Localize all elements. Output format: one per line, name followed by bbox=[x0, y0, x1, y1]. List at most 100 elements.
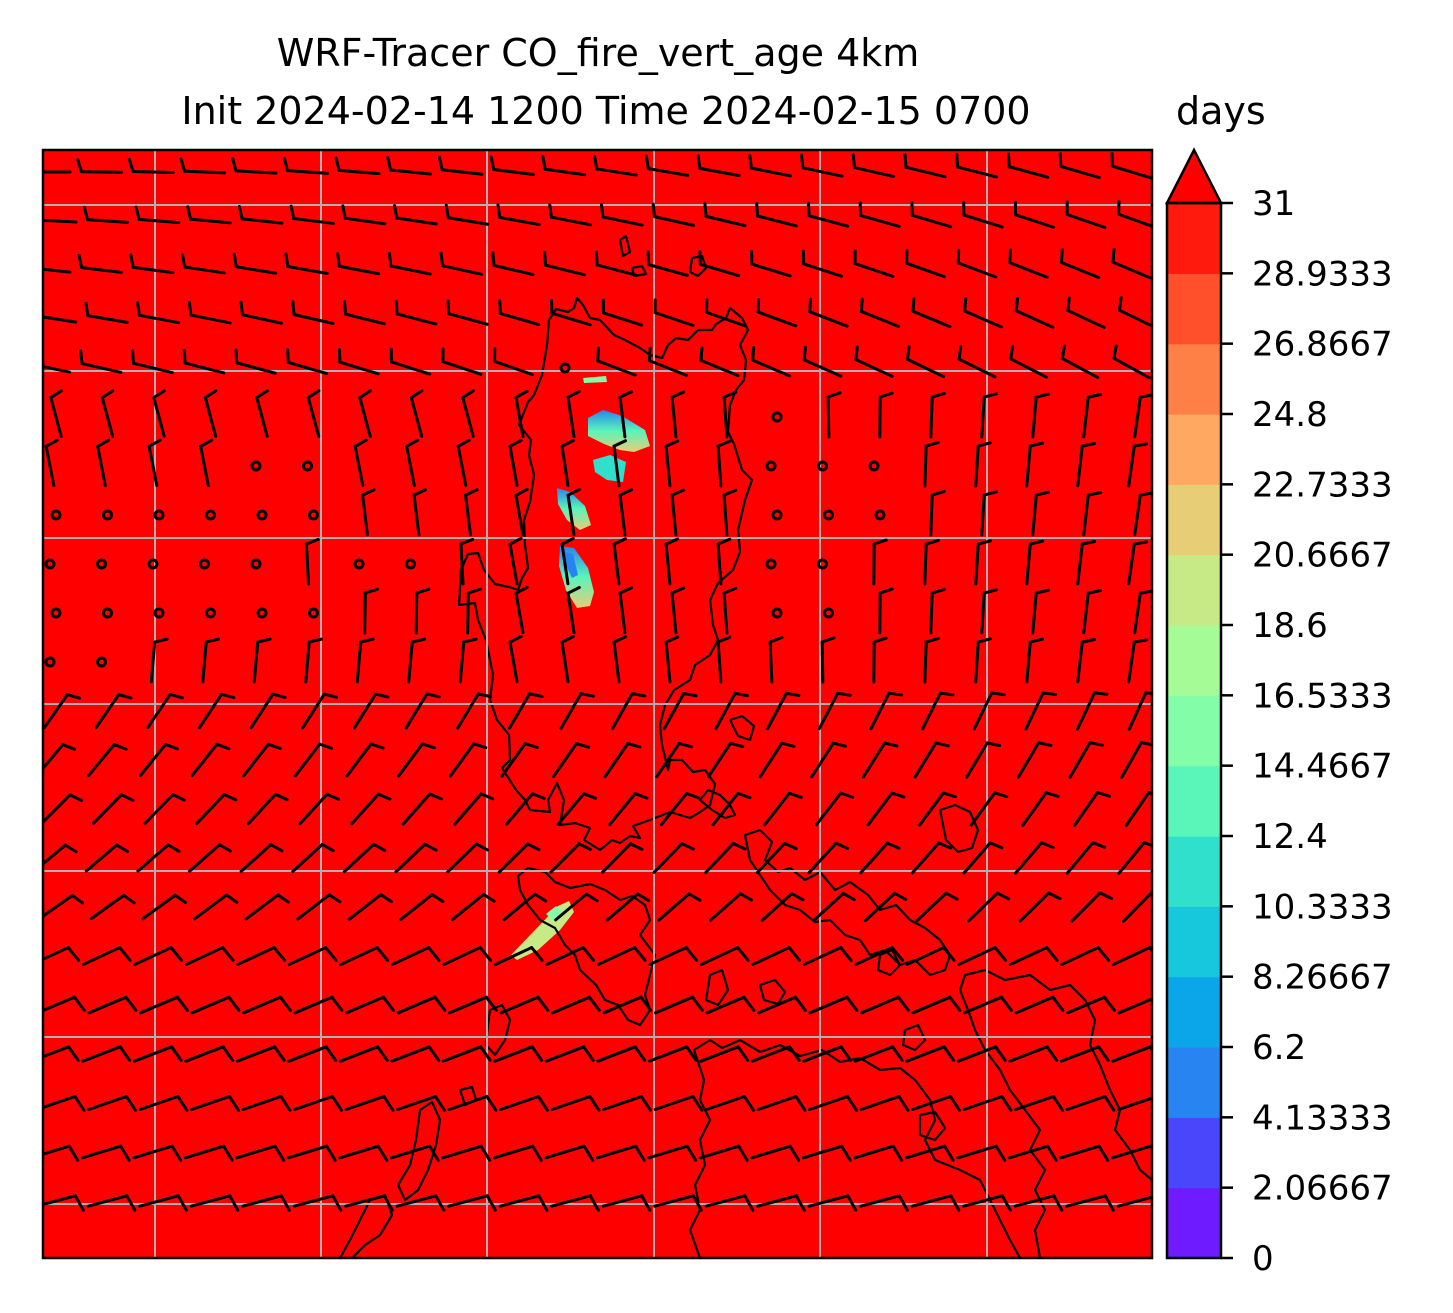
wind-barb bbox=[190, 742, 231, 778]
wind-barb bbox=[235, 1144, 286, 1162]
wind-barb bbox=[817, 691, 852, 731]
wind-barb bbox=[698, 1144, 749, 1162]
wind-barb bbox=[500, 742, 539, 778]
wind-barb bbox=[249, 692, 287, 730]
wind-barb bbox=[807, 1194, 858, 1212]
wind-barb bbox=[807, 841, 850, 875]
wind-barb bbox=[393, 204, 438, 226]
wind-barb bbox=[904, 1144, 955, 1162]
wind-barb bbox=[1068, 741, 1104, 779]
wind-barb bbox=[957, 946, 1008, 966]
wind-barb bbox=[1133, 393, 1152, 439]
wind-barb bbox=[859, 841, 901, 875]
wind-barb bbox=[304, 537, 320, 586]
wind-barb bbox=[396, 1094, 446, 1112]
wind-barb bbox=[308, 607, 319, 619]
plume-mid-core bbox=[565, 552, 578, 578]
wind-barbs bbox=[43, 152, 1152, 1212]
wind-barb bbox=[250, 460, 262, 472]
wind-barb bbox=[1127, 442, 1149, 488]
wind-barb bbox=[96, 558, 107, 570]
wind-barb bbox=[823, 509, 834, 521]
wind-barb bbox=[603, 742, 642, 778]
wind-barb bbox=[1014, 995, 1065, 1015]
wind-barb bbox=[345, 742, 385, 778]
wind-barb bbox=[394, 842, 438, 874]
colorbar-band bbox=[1167, 695, 1221, 767]
wind-barb bbox=[334, 156, 381, 176]
wind-barb bbox=[1065, 1094, 1116, 1112]
wind-barb bbox=[853, 1045, 904, 1063]
plume-south-core bbox=[546, 906, 563, 922]
wind-barb bbox=[77, 253, 123, 274]
wind-barb bbox=[132, 1144, 183, 1162]
wind-barb bbox=[130, 349, 174, 375]
wind-barb bbox=[1066, 296, 1106, 329]
wind-barb bbox=[344, 1094, 395, 1112]
wind-barb bbox=[801, 1144, 852, 1162]
wind-barb bbox=[338, 1144, 389, 1162]
wind-barb bbox=[823, 607, 834, 619]
wind-barb bbox=[696, 154, 741, 178]
wind-barb bbox=[491, 251, 535, 277]
colorbar-band bbox=[1167, 906, 1221, 978]
colorbar-band bbox=[1167, 203, 1221, 274]
wind-barb bbox=[141, 893, 187, 921]
wind-barb bbox=[1117, 841, 1152, 875]
wind-barb bbox=[802, 1045, 853, 1063]
wind-barb bbox=[911, 995, 962, 1015]
wind-barb bbox=[618, 586, 633, 635]
wind-barb bbox=[43, 1144, 80, 1162]
wind-barb bbox=[826, 391, 842, 439]
wind-barb bbox=[771, 411, 783, 423]
wind-barb bbox=[1066, 995, 1116, 1015]
wind-barb bbox=[750, 249, 792, 278]
wind-barb bbox=[186, 205, 232, 225]
wind-barb bbox=[308, 509, 319, 521]
wind-barb bbox=[956, 1144, 1007, 1162]
wind-barb bbox=[972, 691, 1006, 731]
wind-barb bbox=[1018, 891, 1062, 923]
wind-barb bbox=[722, 390, 738, 439]
wind-barb bbox=[812, 891, 856, 923]
colorbar-band bbox=[1167, 625, 1221, 696]
wind-barb bbox=[756, 297, 798, 328]
wind-barb bbox=[409, 389, 424, 438]
wind-barb bbox=[293, 742, 334, 778]
wind-barb bbox=[664, 439, 680, 488]
plume-north-1 bbox=[583, 376, 607, 383]
wind-barb bbox=[955, 152, 998, 179]
colorbar-band bbox=[1167, 554, 1221, 626]
wind-barb bbox=[1121, 891, 1152, 923]
wind-barb bbox=[1116, 1195, 1152, 1208]
wind-barb bbox=[337, 348, 380, 376]
colorbar-tick-label: 28.9333 bbox=[1252, 254, 1393, 294]
wind-barb bbox=[437, 155, 484, 176]
wind-barb bbox=[1007, 1144, 1058, 1162]
wind-barb bbox=[612, 439, 627, 488]
wind-barb bbox=[184, 1045, 235, 1063]
wind-barb bbox=[179, 157, 226, 175]
wind-barb bbox=[560, 536, 575, 586]
wind-barb bbox=[962, 1194, 1012, 1212]
wind-barb bbox=[1111, 248, 1152, 280]
wind-barb bbox=[453, 792, 495, 826]
wind-barb bbox=[929, 587, 946, 635]
wind-barb bbox=[287, 946, 338, 966]
wind-barb bbox=[399, 893, 445, 921]
wind-barb bbox=[493, 347, 534, 377]
wind-barb bbox=[600, 842, 644, 874]
wind-barb bbox=[397, 742, 436, 778]
wind-barb bbox=[444, 203, 490, 226]
wind-barb bbox=[152, 389, 166, 438]
wind-barb bbox=[757, 995, 807, 1015]
wind-barb bbox=[760, 892, 805, 922]
wind-barb bbox=[923, 636, 940, 684]
wind-barb bbox=[414, 587, 431, 635]
wind-barb bbox=[853, 1144, 904, 1162]
wind-barb bbox=[874, 509, 886, 521]
wind-barb bbox=[94, 693, 133, 729]
wind-barb bbox=[44, 656, 56, 668]
wind-barb bbox=[817, 460, 828, 472]
wind-barb bbox=[514, 585, 529, 635]
